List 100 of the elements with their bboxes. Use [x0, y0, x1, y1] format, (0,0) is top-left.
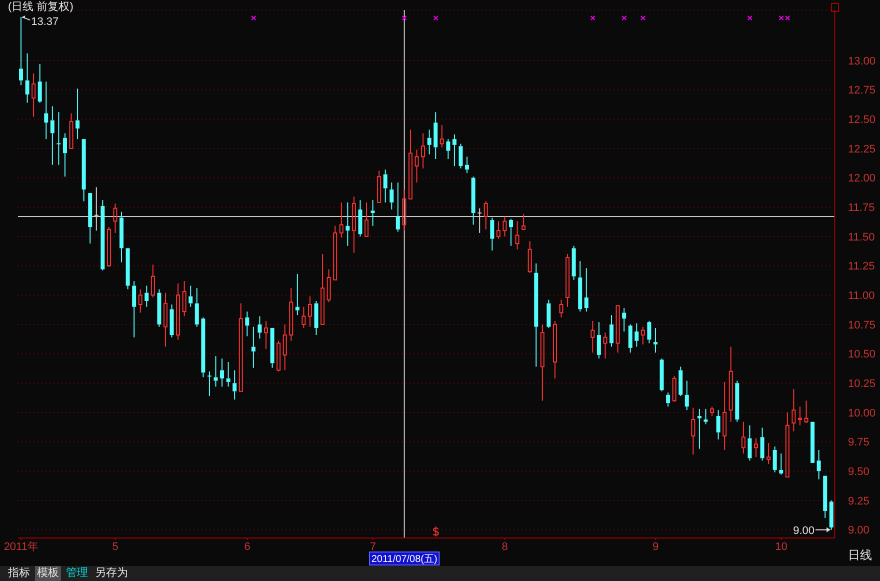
- candlestick: [716, 410, 720, 440]
- candlestick: [390, 182, 394, 210]
- y-tick-label: 10.25: [848, 378, 876, 390]
- candlestick: [113, 203, 118, 234]
- y-tick-label: 11.25: [848, 260, 875, 273]
- candlestick: [816, 450, 821, 480]
- candlestick: [603, 332, 608, 359]
- candlestick: [785, 412, 790, 478]
- candlestick: [728, 346, 733, 422]
- text: 管理: [65, 566, 89, 581]
- candlestick: [697, 408, 702, 450]
- text: 日线: [848, 548, 872, 562]
- y-tick-label: 12.75: [848, 84, 876, 97]
- y-tick-label: 9.75: [848, 436, 870, 449]
- candlestick: [364, 202, 369, 237]
- y-tick-label: 12.00: [848, 172, 876, 185]
- candlestick: [157, 288, 162, 328]
- candlestick: [282, 324, 287, 371]
- candlestick: [772, 446, 777, 473]
- text: 指标: [7, 566, 31, 581]
- y-tick-label: 10.75: [848, 319, 876, 332]
- candlestick: [308, 296, 312, 328]
- x-tick-label: 9: [652, 541, 659, 553]
- candlestick: [578, 260, 582, 312]
- x-tick-label: 2011/07/08(五): [371, 554, 438, 565]
- y-tick-label: 10.00: [848, 407, 876, 420]
- candlestick: [584, 268, 588, 312]
- x-tick-label: 5: [112, 541, 118, 553]
- x-tick-label: 10: [775, 541, 788, 553]
- candlestick: [622, 308, 626, 332]
- candlestick: [748, 424, 752, 462]
- candlestick: [465, 156, 470, 174]
- candlestick: [314, 300, 318, 336]
- chart-title: (日线 前复权): [8, 1, 74, 14]
- candlestick: [170, 304, 174, 338]
- candlestick: [383, 169, 388, 203]
- x-tick-label: 8: [502, 541, 508, 553]
- candlestick: [226, 362, 230, 388]
- candlestick: [25, 52, 30, 104]
- text: 模板: [35, 566, 61, 581]
- annotation: 13.37: [31, 16, 59, 28]
- candlestick: [144, 285, 149, 308]
- y-tick-label: 10.50: [848, 348, 876, 361]
- y-tick-label: 11.00: [848, 290, 875, 302]
- candlestick: [82, 139, 86, 202]
- candlestick: [616, 305, 620, 354]
- x-tick-label: 6: [244, 541, 250, 553]
- candlestick: [76, 88, 80, 140]
- y-tick-label: 11.50: [848, 231, 875, 244]
- candlestick: [126, 248, 130, 290]
- text: 另存为: [94, 566, 129, 581]
- candlestick: [396, 182, 400, 232]
- candlestick: [402, 189, 406, 232]
- candlestick: [333, 225, 338, 280]
- candlestick: [132, 280, 136, 338]
- y-tick-label: 12.25: [848, 143, 876, 156]
- y-tick-label: 9.50: [848, 466, 870, 478]
- y-tick-label: 13.00: [848, 55, 876, 68]
- candlestick: [120, 211, 124, 263]
- candlestick: [232, 370, 237, 400]
- candlestick: [346, 202, 350, 246]
- y-tick-label: 9.25: [848, 495, 870, 508]
- candlestick: [258, 316, 262, 340]
- y-tick-label: 11.75: [848, 202, 875, 214]
- candlestick: [194, 288, 199, 328]
- candlestick: [590, 320, 595, 354]
- x-tick-label: 2011年: [4, 541, 38, 553]
- candlestick: [515, 220, 520, 250]
- candlestick: [792, 388, 796, 432]
- candlestick: [32, 72, 36, 118]
- candlestick: [666, 392, 670, 408]
- candlestick: [414, 149, 419, 183]
- candlestick: [540, 324, 544, 402]
- candlestick: [214, 356, 218, 388]
- candlestick: [295, 274, 300, 316]
- candlestick: [270, 328, 274, 368]
- candlestick: [251, 326, 256, 368]
- candlestick: [760, 427, 764, 462]
- candlestick: [69, 112, 74, 149]
- candlestick: [352, 196, 356, 254]
- candlestick: [163, 292, 168, 348]
- candlestick: [446, 138, 450, 160]
- candlestick: [434, 112, 438, 160]
- candlestick: [264, 320, 268, 350]
- candlestick: [741, 421, 746, 454]
- candlestick: [188, 285, 193, 308]
- candlestick: [722, 381, 727, 450]
- candlestick: [56, 112, 61, 166]
- candlestick: [377, 170, 382, 203]
- candlestick: [596, 322, 601, 359]
- candlestick: [289, 288, 294, 342]
- candlestick: [44, 81, 48, 140]
- candlestick: [88, 193, 92, 244]
- candlestick: [610, 314, 614, 348]
- candlestick: [634, 322, 639, 348]
- candlestick: [358, 200, 362, 237]
- candlestick: [452, 134, 456, 167]
- candlestick: [50, 106, 54, 166]
- candlestick: [653, 327, 658, 354]
- candlestick: [320, 254, 325, 325]
